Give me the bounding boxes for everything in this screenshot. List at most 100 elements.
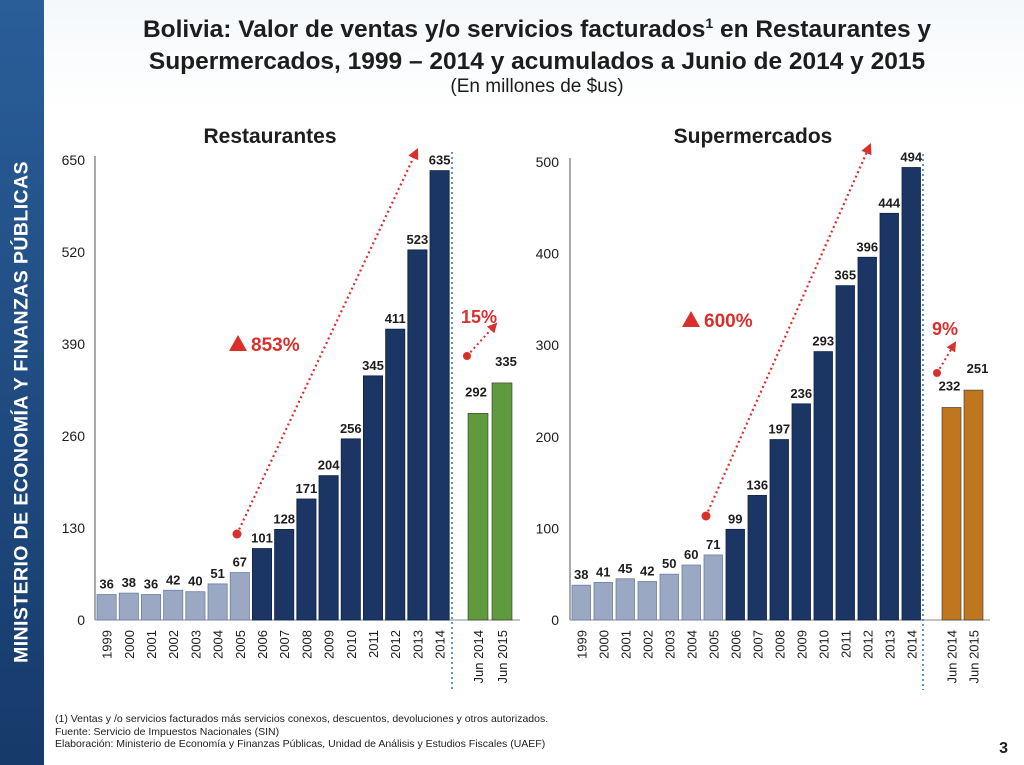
- x-tick-label: 2014: [904, 630, 919, 659]
- data-label: 635: [429, 153, 451, 168]
- data-label: 71: [706, 537, 720, 552]
- sidebar: MINISTERIO DE ECONOMÍA Y FINANZAS PÚBLIC…: [0, 0, 44, 765]
- x-tick-label: 2009: [794, 630, 809, 659]
- data-label: 171: [296, 481, 318, 496]
- x-tick-label: 2005: [706, 630, 721, 659]
- bar-supermercados: [703, 554, 723, 621]
- bar-restaurantes: [340, 438, 361, 621]
- x-tick-label: 2006: [255, 630, 270, 659]
- data-label: 365: [834, 268, 856, 283]
- data-label: 42: [640, 564, 654, 579]
- data-label: 60: [684, 547, 698, 562]
- title-footnote-mark: 1: [705, 15, 714, 31]
- bar-restaurantes: [318, 475, 339, 621]
- data-label: 494: [900, 149, 922, 164]
- x-tick-label: 2012: [860, 630, 875, 659]
- x-tick-label: 2013: [882, 630, 897, 659]
- data-label: 293: [812, 334, 834, 349]
- bar-restaurantes: [274, 529, 295, 621]
- x-tick-label: 2000: [122, 630, 137, 659]
- partial-data-label: 335: [495, 354, 517, 369]
- bar-supermercados: [813, 351, 833, 621]
- growth-arrow-restaurantes: [236, 148, 419, 535]
- partial-x-tick-label: Jun 2014: [945, 630, 960, 684]
- x-tick-label: 2004: [684, 630, 699, 659]
- data-label: 256: [340, 421, 362, 436]
- x-tick-label: 2000: [596, 630, 611, 659]
- x-tick-label: 2010: [344, 630, 359, 659]
- bar-restaurantes: [163, 589, 184, 621]
- x-tick-label: 2011: [838, 630, 853, 658]
- growth-label: 600%: [704, 311, 753, 332]
- bar-restaurantes: [385, 328, 406, 621]
- data-label: 444: [878, 195, 900, 210]
- y-tick-label: 520: [62, 244, 86, 260]
- data-label: 38: [122, 575, 136, 590]
- partial-growth-arrow-restaurantes: [466, 322, 498, 357]
- partial-growth-label: 15%: [461, 307, 497, 327]
- partial-bar-restaurantes: [467, 413, 489, 621]
- y-tick-label: 100: [536, 520, 560, 536]
- bar-supermercados: [901, 167, 921, 621]
- data-label: 345: [362, 358, 384, 373]
- bar-restaurantes: [251, 548, 272, 621]
- y-tick-label: 390: [62, 336, 86, 352]
- chart-title-supermercados: Supermercados: [673, 125, 833, 148]
- bar-supermercados: [615, 578, 635, 621]
- bar-restaurantes: [96, 594, 117, 621]
- bar-restaurantes: [296, 498, 317, 621]
- title-line1-end: en Restaurantes y: [713, 16, 932, 44]
- data-label: 99: [728, 511, 742, 526]
- bar-supermercados: [571, 584, 591, 621]
- y-tick-label: 0: [551, 612, 559, 628]
- footnotes: (1) Ventas y /o servicios facturados más…: [55, 713, 548, 751]
- bar-restaurantes: [429, 170, 450, 621]
- bar-supermercados: [769, 439, 789, 621]
- x-tick-label: 2002: [166, 630, 181, 659]
- bar-supermercados: [637, 581, 657, 621]
- bar-supermercados: [791, 403, 811, 621]
- x-tick-label: 2011: [366, 630, 381, 658]
- title-line1: Bolivia: Valor de ventas y/o servicios f…: [142, 16, 706, 44]
- x-tick-label: 2004: [211, 630, 226, 659]
- bar-supermercados: [879, 212, 899, 621]
- x-tick-label: 2001: [144, 630, 159, 659]
- data-label: 36: [99, 577, 113, 592]
- header-band: [0, 0, 1024, 110]
- data-label: 38: [574, 567, 588, 582]
- partial-growth-arrow-supermercados: [936, 341, 957, 374]
- data-label: 45: [618, 561, 632, 576]
- partial-data-label: 232: [939, 378, 961, 393]
- data-label: 40: [188, 574, 202, 589]
- data-label: 101: [251, 531, 273, 546]
- partial-data-label: 292: [465, 384, 487, 399]
- partial-bar-supermercados: [963, 389, 984, 621]
- y-tick-label: 260: [62, 428, 86, 444]
- bar-restaurantes: [207, 583, 228, 621]
- page-number: 3: [999, 740, 1008, 757]
- y-tick-label: 400: [536, 246, 560, 262]
- bar-supermercados: [593, 582, 613, 621]
- y-tick-label: 200: [536, 429, 560, 445]
- bar-restaurantes: [118, 592, 139, 621]
- partial-x-tick-label: Jun 2014: [471, 630, 486, 684]
- data-label: 67: [233, 555, 247, 570]
- data-label: 396: [856, 239, 878, 254]
- data-label: 236: [790, 386, 812, 401]
- partial-bar-supermercados: [941, 407, 962, 621]
- bar-restaurantes: [407, 249, 428, 621]
- y-tick-label: 500: [536, 154, 560, 170]
- y-tick-label: 300: [536, 337, 560, 353]
- x-tick-label: 2010: [816, 630, 831, 659]
- bar-supermercados: [659, 573, 679, 621]
- bar-restaurantes: [140, 594, 161, 621]
- data-label: 411: [385, 311, 406, 326]
- x-tick-label: 2007: [277, 630, 292, 659]
- growth-label: 853%: [251, 335, 300, 356]
- footnote-elaboration: Elaboración: Ministerio de Economía y Fi…: [55, 738, 546, 750]
- data-label: 523: [407, 232, 429, 247]
- chart-title-restaurantes: Restaurantes: [203, 125, 337, 148]
- bar-restaurantes: [229, 572, 250, 621]
- bar-restaurantes: [362, 375, 383, 621]
- x-tick-label: 2009: [322, 630, 337, 659]
